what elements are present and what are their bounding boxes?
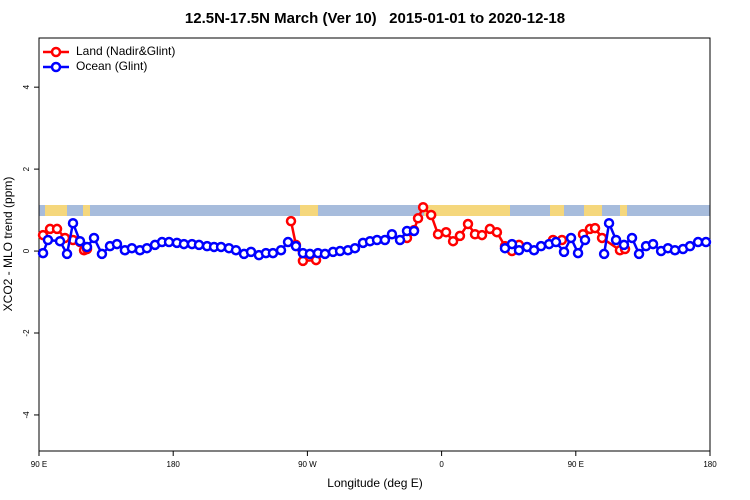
data-point: [304, 248, 316, 260]
data-point: [598, 248, 610, 260]
data-point: [491, 226, 503, 238]
x-tick-label: 0: [439, 460, 444, 469]
data-point: [282, 236, 294, 248]
data-point: [88, 232, 100, 244]
data-point: [535, 240, 547, 252]
data-point: [42, 234, 54, 246]
data-point: [565, 232, 577, 244]
x-axis-title: Longitude (deg E): [327, 476, 422, 490]
data-point: [462, 218, 474, 230]
data-point: [275, 244, 287, 256]
data-point: [412, 213, 424, 224]
x-tick-label: 180: [167, 460, 181, 469]
data-point: [647, 238, 659, 250]
data-point: [285, 215, 297, 227]
data-point: [230, 244, 242, 256]
data-point: [513, 244, 525, 256]
data-point: [37, 247, 49, 259]
map-strip: [39, 205, 710, 216]
y-tick-label: 0: [22, 248, 31, 253]
data-point: [178, 238, 190, 250]
y-tick-label: 4: [22, 84, 31, 89]
data-point: [96, 248, 108, 260]
x-tick-label: 90 E: [31, 460, 47, 469]
data-point: [417, 201, 429, 213]
data-point: [700, 236, 712, 248]
data-point: [506, 238, 518, 250]
data-point: [111, 238, 123, 250]
data-point: [550, 236, 562, 248]
data-point: [74, 235, 86, 247]
data-point: [425, 209, 437, 221]
data-point: [669, 244, 681, 256]
data-point: [349, 242, 361, 254]
data-point: [386, 229, 398, 240]
x-tick-label: 90 E: [568, 460, 584, 469]
data-point: [572, 247, 584, 259]
data-point: [440, 226, 452, 238]
data-point: [684, 240, 696, 252]
data-point: [447, 235, 459, 247]
data-point: [558, 246, 570, 258]
y-axis-title: XCO2 - MLO trend (ppm): [1, 177, 15, 312]
data-point: [290, 240, 302, 252]
data-point: [579, 234, 591, 246]
data-point: [633, 248, 645, 260]
data-point: [394, 234, 406, 246]
data-point: [379, 234, 391, 246]
y-tick-label: 2: [22, 166, 31, 171]
data-point: [67, 217, 79, 229]
data-point: [193, 239, 205, 251]
data-point: [476, 229, 488, 241]
data-point: [626, 232, 638, 244]
data-point: [596, 232, 608, 244]
y-tick-label: -2: [22, 329, 31, 337]
data-point: [589, 222, 601, 234]
data-point: [319, 248, 331, 260]
data-point: [126, 242, 138, 254]
legend-label: Ocean (Glint): [76, 59, 147, 73]
legend-marker: [50, 46, 62, 58]
data-point: [141, 242, 153, 254]
data-point: [54, 235, 66, 247]
data-point: [618, 239, 630, 251]
data-point: [432, 229, 444, 240]
legend-label: Land (Nadir&Glint): [76, 44, 175, 58]
data-point: [454, 230, 466, 242]
legend-marker: [50, 61, 62, 73]
data-point: [408, 225, 420, 237]
data-point: [61, 248, 73, 260]
x-tick-label: 180: [703, 460, 717, 469]
data-point: [51, 223, 63, 235]
x-tick-label: 90 W: [298, 460, 317, 469]
data-point: [267, 247, 279, 259]
legend: Land (Nadir&Glint)Ocean (Glint): [43, 44, 175, 73]
data-point: [603, 217, 615, 229]
chart-title: 12.5N-17.5N March (Ver 10) 2015-01-01 to…: [185, 10, 565, 27]
y-tick-label: -4: [22, 411, 31, 419]
data-point: [81, 241, 93, 253]
data-point: [610, 234, 622, 246]
plot-area: [37, 201, 712, 267]
